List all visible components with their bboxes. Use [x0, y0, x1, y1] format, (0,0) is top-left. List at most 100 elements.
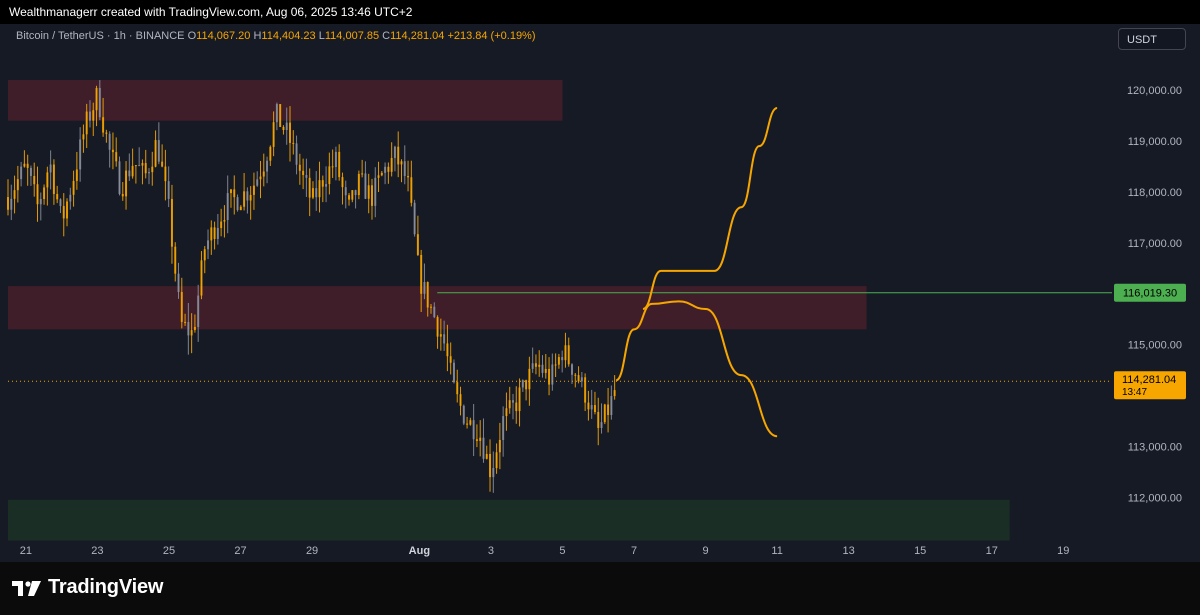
candle [511, 400, 514, 403]
candle [138, 165, 141, 167]
candle [10, 198, 13, 210]
candle [115, 152, 118, 162]
candle [305, 175, 308, 178]
candle [597, 411, 600, 428]
candle [246, 191, 249, 201]
candle [564, 345, 567, 361]
candle [430, 306, 433, 308]
candle [469, 420, 472, 425]
candle [593, 405, 596, 412]
candle [121, 193, 124, 197]
low-label: L [318, 30, 325, 42]
candle [439, 334, 442, 337]
tradingview-logo-text: TradingView [48, 576, 164, 598]
candle [518, 387, 521, 412]
candle [20, 166, 23, 180]
y-tick-label: 118,000.00 [1128, 187, 1182, 199]
candle [446, 343, 449, 357]
candle [170, 198, 173, 247]
candle [344, 187, 347, 196]
x-tick-label: 7 [631, 545, 637, 557]
high-value: 114,404.23 [261, 30, 316, 42]
last-price-label: 114,281.04 [1122, 374, 1176, 386]
candle [600, 422, 603, 428]
candle [531, 363, 534, 369]
candle [85, 111, 88, 135]
candle [75, 169, 78, 181]
candle [82, 134, 85, 140]
candle [95, 87, 98, 111]
tradingview-logo[interactable]: TradingView [12, 576, 163, 599]
candle [472, 420, 475, 440]
candle [551, 364, 554, 385]
candle [269, 146, 272, 161]
x-tick-label: 17 [986, 545, 998, 557]
x-tick-label: 9 [702, 545, 708, 557]
candle [49, 164, 52, 173]
candle [39, 199, 42, 205]
x-tick-label: 19 [1057, 545, 1069, 557]
close-value: 114,281.04 [390, 30, 445, 42]
candle [482, 437, 485, 459]
candle [315, 188, 318, 198]
candle [131, 165, 134, 177]
candle [393, 146, 396, 158]
candle [459, 394, 462, 406]
candle [161, 161, 164, 167]
candle [587, 402, 590, 410]
y-tick-label: 113,000.00 [1128, 441, 1182, 453]
x-tick-label: 21 [20, 545, 32, 557]
candle [538, 364, 541, 367]
price-chart[interactable]: 116,019.30114,281.0413:47120,000.00119,0… [0, 24, 1200, 562]
candle [144, 163, 147, 174]
candle [577, 375, 580, 382]
candle [154, 140, 157, 167]
candle [521, 380, 524, 388]
candle [98, 87, 101, 118]
candle [285, 122, 288, 131]
x-tick-label: 5 [559, 545, 565, 557]
candle [128, 170, 131, 177]
candle [43, 187, 46, 200]
candle [321, 180, 324, 187]
chart-area[interactable]: 116,019.30 114,281.04 13:47 120,000.00 119,0… [0, 24, 1200, 562]
x-tick-label: 13 [843, 545, 855, 557]
candle [475, 439, 478, 441]
open-value: 114,067.20 [196, 30, 251, 42]
candle [505, 408, 508, 417]
candle [400, 161, 403, 165]
candle [289, 122, 292, 143]
candle [456, 382, 459, 395]
x-tick-label: 25 [163, 545, 175, 557]
candle [59, 199, 62, 206]
currency-button[interactable]: USDT [1118, 28, 1186, 50]
candle [489, 453, 492, 478]
candle [318, 180, 321, 198]
x-tick-label: 15 [914, 545, 926, 557]
candle [610, 396, 613, 416]
candle [200, 260, 203, 296]
candle [548, 368, 551, 385]
candle [141, 163, 144, 166]
candle [328, 166, 331, 185]
candle [148, 172, 151, 174]
candle [190, 330, 193, 336]
candle [561, 357, 564, 361]
candle [334, 151, 337, 168]
candle [259, 176, 262, 180]
candle [236, 197, 239, 211]
symbol-name: Bitcoin / TetherUS · 1h · BINANCE [16, 30, 185, 42]
candle [387, 166, 390, 172]
candle [541, 364, 544, 373]
x-tick-label: 11 [771, 545, 782, 557]
candle [311, 188, 314, 198]
candle [197, 295, 200, 327]
candle [292, 142, 295, 144]
candle [416, 234, 419, 255]
tradingview-logo-icon [12, 580, 41, 596]
candle [118, 161, 121, 194]
last-price-countdown: 13:47 [1122, 387, 1147, 398]
candle [210, 227, 213, 241]
low-value: 114,007.85 [324, 30, 380, 42]
candle [390, 157, 393, 172]
